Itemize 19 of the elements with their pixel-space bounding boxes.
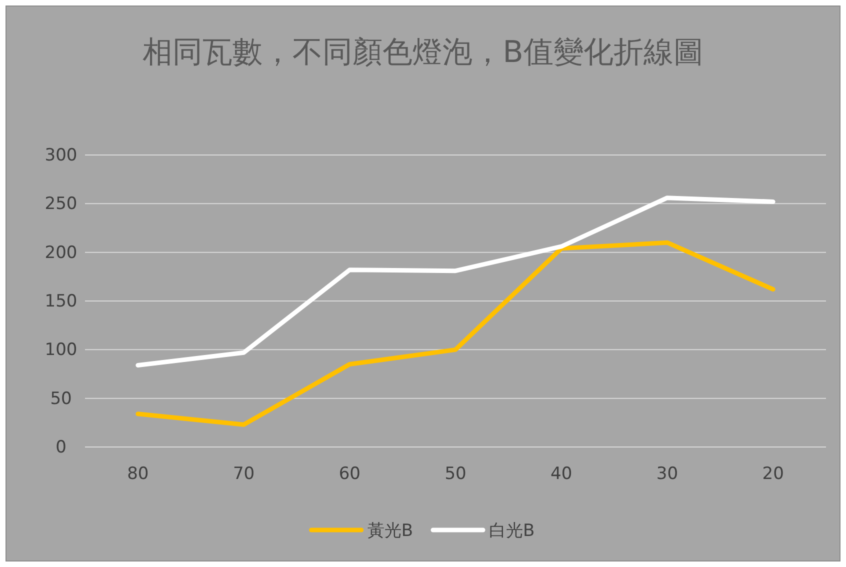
legend-label: 白光B	[489, 521, 535, 541]
line-series	[136, 196, 776, 368]
y-tick-label: 50	[50, 388, 72, 409]
legend-label: 黃光B	[367, 521, 413, 541]
x-tick-label: 50	[444, 464, 466, 484]
y-tick-label: 150	[44, 291, 78, 312]
y-tick-label: 100	[44, 340, 78, 360]
chart-title: 相同瓦數，不同顏色燈泡，B值變化折線圖	[142, 35, 704, 70]
x-tick-label: 70	[232, 464, 255, 484]
x-tick-label: 30	[656, 464, 678, 484]
y-tick-label: 200	[44, 242, 78, 263]
x-tick-label: 80	[127, 464, 149, 484]
y-tick-label: 250	[44, 194, 78, 214]
x-tick-label: 20	[762, 464, 784, 484]
y-tick-label: 0	[56, 437, 66, 458]
line-series	[136, 240, 776, 427]
y-tick-label: 300	[44, 145, 78, 166]
x-tick-label: 40	[550, 464, 572, 484]
x-tick-label: 60	[338, 464, 360, 484]
